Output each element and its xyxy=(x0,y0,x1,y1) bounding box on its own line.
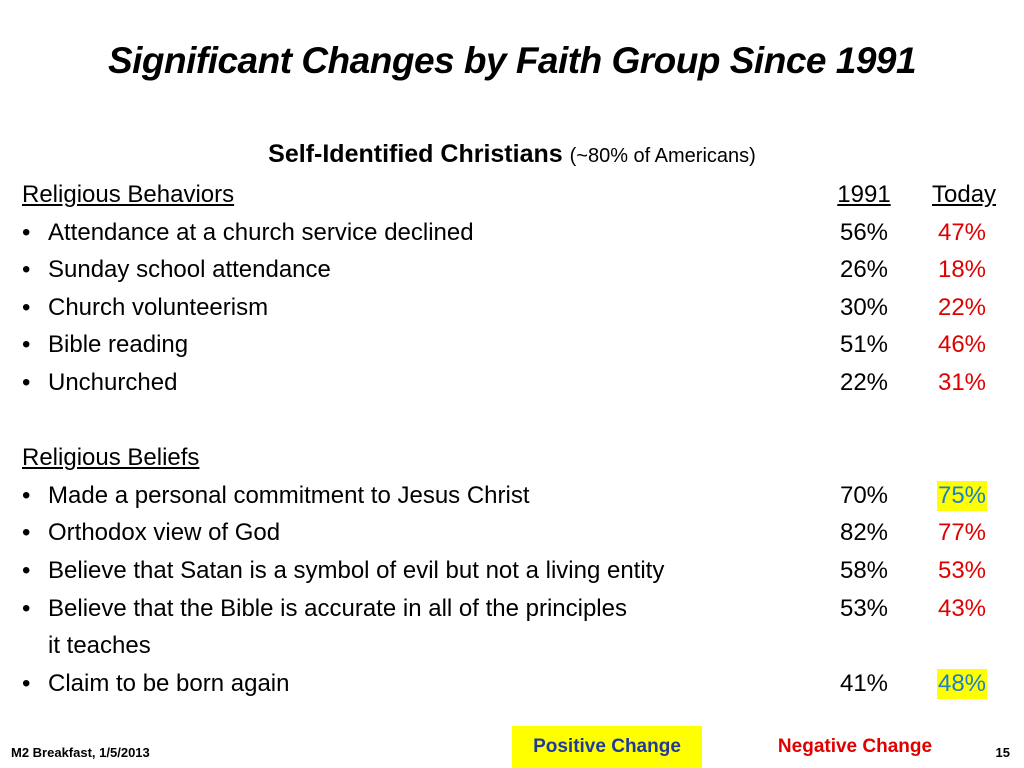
list-item: • Orthodox view of God 82% 77% xyxy=(22,514,1012,552)
item-label: Made a personal commitment to Jesus Chri… xyxy=(48,481,530,509)
spacer-row xyxy=(22,402,1012,440)
list-item: • Unchurched 22% 31% xyxy=(22,364,1012,402)
value-1991: 22% xyxy=(839,368,889,396)
value-1991: 53% xyxy=(839,594,889,622)
list-item: • Believe that the Bible is accurate in a… xyxy=(22,590,1012,628)
bullet-icon: • xyxy=(22,218,31,246)
data-table: Religious Behaviors 1991 Today • Attendan… xyxy=(22,176,1012,702)
behaviors-header-row: Religious Behaviors 1991 Today xyxy=(22,176,1012,214)
positive-change-value: 75% xyxy=(936,480,988,511)
column-header-today: Today xyxy=(932,181,997,208)
item-label: Claim to be born again xyxy=(48,669,290,697)
negative-change-value: 46% xyxy=(937,331,987,359)
beliefs-heading: Religious Beliefs xyxy=(22,444,200,472)
legend-negative-change: Negative Change xyxy=(777,736,933,757)
behaviors-heading: Religious Behaviors xyxy=(22,181,235,208)
list-item: • Bible reading 51% 46% xyxy=(22,326,1012,364)
beliefs-list: • Made a personal commitment to Jesus Chr… xyxy=(22,477,1012,703)
item-label: Believe that Satan is a symbol of evil b… xyxy=(48,556,665,584)
value-today: 77% xyxy=(932,514,992,552)
value-1991: 56% xyxy=(839,218,889,246)
item-label: Orthodox view of God xyxy=(48,519,281,547)
negative-change-value: 43% xyxy=(937,594,987,622)
value-today: 75% xyxy=(932,477,992,515)
value-1991: 58% xyxy=(839,556,889,584)
item-label: Believe that the Bible is accurate in al… xyxy=(48,594,627,622)
footer-event: M2 Breakfast, 1/5/2013 xyxy=(11,745,150,760)
bullet-icon: • xyxy=(22,481,31,509)
list-item: • Attendance at a church service declined… xyxy=(22,214,1012,252)
value-today: 43% xyxy=(932,590,992,628)
list-item: • Made a personal commitment to Jesus Chr… xyxy=(22,477,1012,515)
list-item-continuation: it teaches xyxy=(22,627,1012,665)
value-today: 31% xyxy=(932,364,992,402)
bullet-icon: • xyxy=(22,331,31,359)
subtitle-note: (~80% of Americans) xyxy=(569,145,756,167)
value-today: 53% xyxy=(932,552,992,590)
bullet-icon: • xyxy=(22,293,31,321)
negative-change-value: 18% xyxy=(937,256,987,284)
value-today: 47% xyxy=(932,214,992,252)
value-today: 18% xyxy=(932,251,992,289)
slide-subtitle: Self-Identified Christians (~80% of Amer… xyxy=(0,140,1024,169)
negative-change-value: 77% xyxy=(937,519,987,547)
value-1991: 51% xyxy=(839,331,889,359)
value-today: 46% xyxy=(932,326,992,364)
bullet-icon: • xyxy=(22,556,31,584)
list-item: • Believe that Satan is a symbol of evil … xyxy=(22,552,1012,590)
negative-change-value: 31% xyxy=(937,368,987,396)
bullet-icon: • xyxy=(22,519,31,547)
legend-positive-change: Positive Change xyxy=(512,726,702,768)
list-item: • Claim to be born again 41% 48% xyxy=(22,665,1012,703)
value-1991: 26% xyxy=(839,256,889,284)
negative-change-value: 53% xyxy=(937,556,987,584)
negative-change-value: 22% xyxy=(937,293,987,321)
page-number: 15 xyxy=(995,745,1010,760)
slide-title: Significant Changes by Faith Group Since… xyxy=(107,40,917,81)
behaviors-list: • Attendance at a church service declined… xyxy=(22,214,1012,402)
positive-change-value: 48% xyxy=(936,668,988,699)
item-label: Bible reading xyxy=(48,331,189,359)
item-label: Sunday school attendance xyxy=(48,256,331,284)
column-header-1991: 1991 xyxy=(837,181,891,208)
value-1991: 41% xyxy=(839,669,889,697)
subtitle-main: Self-Identified Christians xyxy=(268,140,563,168)
value-1991: 30% xyxy=(839,293,889,321)
beliefs-header-row: Religious Beliefs xyxy=(22,439,1012,477)
item-label: Church volunteerism xyxy=(48,293,269,321)
list-item: • Church volunteerism 30% 22% xyxy=(22,289,1012,327)
value-1991: 70% xyxy=(839,481,889,509)
bullet-icon: • xyxy=(22,368,31,396)
bullet-icon: • xyxy=(22,256,31,284)
item-label: Attendance at a church service declined xyxy=(48,218,474,246)
negative-change-value: 47% xyxy=(937,218,987,246)
bullet-icon: • xyxy=(22,594,31,622)
value-today: 48% xyxy=(932,665,992,703)
value-today: 22% xyxy=(932,289,992,327)
bullet-icon: • xyxy=(22,669,31,697)
item-label: Unchurched xyxy=(48,368,178,396)
item-label-continuation: it teaches xyxy=(48,632,151,660)
value-1991: 82% xyxy=(839,519,889,547)
list-item: • Sunday school attendance 26% 18% xyxy=(22,251,1012,289)
